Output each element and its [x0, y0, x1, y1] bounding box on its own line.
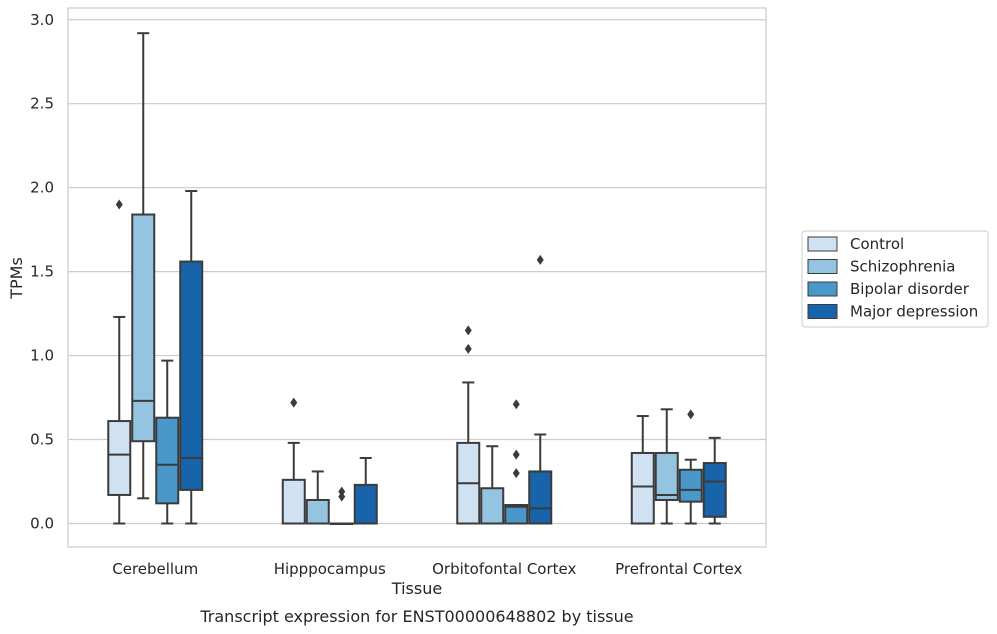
legend-swatch	[807, 281, 838, 297]
box-body	[155, 416, 180, 505]
box-body	[504, 504, 529, 525]
y-tick-label: 2.5	[30, 95, 54, 113]
legend-label: Bipolar disorder	[850, 280, 970, 298]
y-tick-label: 2.0	[30, 179, 54, 197]
box-body	[528, 470, 553, 525]
outlier-point	[512, 449, 520, 460]
outlier-point	[338, 491, 346, 502]
box-body	[480, 487, 505, 525]
box-bipolar-disorder-orbitofontal-cortex	[504, 399, 529, 525]
box-control-orbitofontal-cortex	[456, 325, 481, 525]
box-schizophrenia-prefrontal-cortex	[654, 408, 679, 525]
outlier-point	[687, 409, 695, 420]
outlier-point	[536, 254, 544, 265]
box-body	[702, 462, 727, 518]
x-tick-label: Orbitofontal Cortex	[432, 560, 576, 578]
chart-caption: Transcript expression for ENST0000064880…	[199, 607, 633, 626]
legend-label: Major depression	[850, 303, 978, 321]
outlier-point	[290, 397, 298, 408]
box-body	[131, 213, 156, 443]
legend-label: Control	[850, 235, 904, 253]
box-major-depression-cerebellum	[179, 190, 204, 525]
box-bipolar-disorder-cerebellum	[155, 359, 180, 525]
y-axis-label: TPMs	[7, 257, 26, 300]
box-schizophrenia-orbitofontal-cortex	[480, 445, 505, 525]
box-major-depression-hipppocampus	[353, 457, 378, 525]
box-control-prefrontal-cortex	[630, 415, 655, 525]
y-axis-ticks: 0.0 0.5 1.0 1.5 2.0 2.5 3.0	[30, 11, 54, 533]
box-body	[654, 451, 679, 501]
outlier-point	[464, 343, 472, 354]
x-tick-label: Cerebellum	[112, 560, 198, 578]
y-tick-label: 0.0	[30, 514, 54, 532]
box-body	[305, 498, 330, 525]
outlier-point	[115, 199, 123, 210]
y-tick-label: 1.5	[30, 263, 54, 281]
legend-frame	[801, 230, 989, 328]
box-body	[107, 420, 132, 496]
box-group	[107, 32, 727, 525]
box-control-hipppocampus	[281, 397, 306, 525]
x-axis-label: Tissue	[391, 579, 442, 598]
x-tick-label: Hipppocampus	[274, 560, 386, 578]
box-major-depression-orbitofontal-cortex	[528, 254, 553, 525]
outlier-point	[464, 325, 472, 336]
legend-swatch	[807, 259, 838, 274]
box-bipolar-disorder-hipppocampus	[329, 486, 354, 525]
box-body	[630, 451, 655, 525]
box-body	[353, 483, 378, 525]
legend: Control Schizophrenia Bipolar disorder Majo…	[801, 230, 989, 328]
box-major-depression-prefrontal-cortex	[702, 436, 727, 525]
legend-swatch	[807, 236, 838, 252]
box-body	[281, 478, 306, 525]
box-body	[678, 468, 703, 503]
outlier-point	[512, 468, 520, 479]
outlier-point	[338, 486, 346, 497]
box-schizophrenia-cerebellum	[131, 32, 156, 500]
box-body	[179, 260, 204, 491]
y-tick-label: 3.0	[30, 11, 54, 29]
y-tick-label: 0.5	[30, 431, 54, 449]
box-schizophrenia-hipppocampus	[305, 470, 330, 525]
outlier-point	[512, 399, 520, 410]
legend-label: Schizophrenia	[850, 258, 955, 276]
legend-swatch	[807, 304, 838, 319]
x-tick-label: Prefrontal Cortex	[615, 560, 742, 578]
plot-area-frame	[67, 7, 767, 548]
box-bipolar-disorder-prefrontal-cortex	[678, 409, 703, 525]
box-control-cerebellum	[107, 199, 132, 525]
x-axis-ticks: Cerebellum Hipppocampus Orbitofontal Corte…	[112, 560, 742, 578]
y-tick-label: 1.0	[30, 347, 54, 365]
